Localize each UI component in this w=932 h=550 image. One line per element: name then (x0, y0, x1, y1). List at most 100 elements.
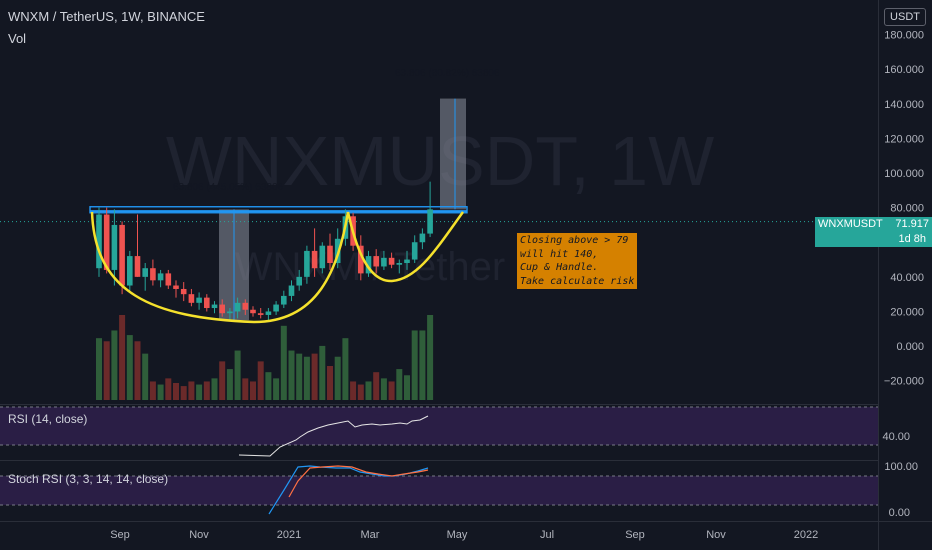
time-axis-tick: May (447, 529, 468, 541)
volume-bar (427, 315, 434, 400)
volume-bar (419, 330, 426, 400)
volume-bar (388, 381, 395, 400)
price-axis-tick: 120.000 (884, 133, 924, 145)
price-axis-tick: 0.000 (896, 341, 924, 353)
volume-label: Vol (8, 31, 27, 46)
time-axis-tick: Nov (706, 529, 726, 541)
candle-body (419, 233, 426, 243)
pane-separator (0, 404, 878, 405)
time-axis-tick: Jul (540, 529, 554, 541)
measure-box-2 (440, 98, 466, 210)
volume-bar (119, 315, 126, 400)
volume-bar (342, 338, 349, 400)
current-price-tag: WNXMUSDT 71.917 1d 8h (815, 217, 932, 247)
volume-bar (142, 353, 149, 400)
volume-bar (411, 330, 418, 400)
volume-bar (96, 338, 102, 400)
candle-body (319, 245, 326, 269)
volume-bar (250, 381, 256, 400)
candle-body (242, 302, 249, 310)
candle-body (273, 304, 279, 312)
candle-body (119, 224, 125, 286)
candle-body (358, 245, 364, 274)
candle-body (365, 256, 372, 274)
annotation-note[interactable]: Closing above > 79 will hit 140, Cup & H… (517, 233, 638, 289)
currency-badge[interactable]: USDT (884, 8, 926, 26)
stoch-axis-tick: 0.00 (889, 507, 910, 519)
candle-body (188, 294, 195, 303)
candle-body (404, 259, 410, 264)
volume-bar (211, 378, 218, 400)
volume-bar (173, 383, 179, 400)
candle-body (281, 295, 287, 305)
rsi-band (0, 407, 878, 445)
candle-body (296, 276, 302, 286)
price-axis-tick: 80.000 (890, 203, 924, 215)
volume-bar (404, 375, 410, 400)
handle-curve (346, 211, 465, 283)
volume-bar (103, 341, 110, 400)
volume-bar (157, 384, 164, 400)
price-axis-tick: −20.000 (884, 376, 924, 388)
price-axis-tick: 40.000 (890, 272, 924, 284)
price-tag-value: 71.917 (895, 218, 929, 230)
candle-body (150, 268, 156, 281)
volume-bar (203, 381, 210, 400)
candle-body (103, 214, 110, 270)
volume-bar (311, 353, 318, 400)
time-axis-tick: Mar (361, 529, 380, 541)
stoch-rsi-label: Stoch RSI (3, 3, 14, 14, close) (8, 472, 169, 486)
candle-body (234, 302, 241, 312)
candle-body (180, 288, 187, 295)
candle-body (211, 304, 218, 309)
volume-bar (234, 350, 241, 400)
volume-bar (327, 366, 333, 400)
candle-body (427, 209, 433, 234)
time-axis-tick: 2021 (277, 529, 301, 541)
candle-body (157, 273, 164, 281)
candle-body (204, 297, 210, 309)
candle-body (96, 214, 102, 269)
stoch-band (0, 476, 878, 505)
volume-bar (280, 325, 287, 400)
candle-body (265, 311, 272, 315)
time-axis-tick: Nov (189, 529, 209, 541)
candle-body (173, 285, 179, 289)
candle-body (373, 256, 379, 267)
price-axis-tick: 140.000 (884, 99, 924, 111)
stoch-d-line (288, 465, 429, 498)
candle-body (257, 313, 264, 315)
candle-body (111, 224, 118, 270)
volume-bar (319, 345, 326, 400)
volume-bar (165, 378, 172, 400)
cup-curve (90, 211, 350, 324)
chart-title: WNXM / TetherUS, 1W, BINANCE (8, 9, 205, 24)
volume-bar (334, 356, 341, 400)
volume-bar (219, 361, 226, 400)
price-axis-tick: 160.000 (884, 64, 924, 76)
price-tag-countdown: 1d 8h (898, 233, 926, 245)
volume-bar (180, 386, 187, 400)
volume-bar (380, 378, 387, 400)
price-axis-separator (878, 0, 879, 550)
candle-body (396, 263, 403, 265)
candle-body (288, 285, 295, 296)
time-axis-tick: Sep (110, 529, 130, 541)
candle-body (142, 268, 148, 277)
volume-bar (357, 384, 364, 400)
time-axis-tick: Sep (625, 529, 645, 541)
volume-bar (188, 381, 195, 400)
price-axis-tick: 180.000 (884, 30, 924, 42)
rsi-label: RSI (14, close) (8, 412, 88, 426)
volume-bar (396, 369, 403, 400)
price-axis-tick: 20.000 (890, 306, 924, 318)
volume-bar (149, 381, 156, 400)
time-axis-tick: 2022 (794, 529, 818, 541)
candle-body (165, 273, 172, 286)
resistance-zone (89, 206, 468, 214)
candle-body (227, 311, 233, 314)
rsi-line (238, 415, 429, 457)
candle-body (127, 256, 133, 286)
candle-body (219, 304, 225, 314)
